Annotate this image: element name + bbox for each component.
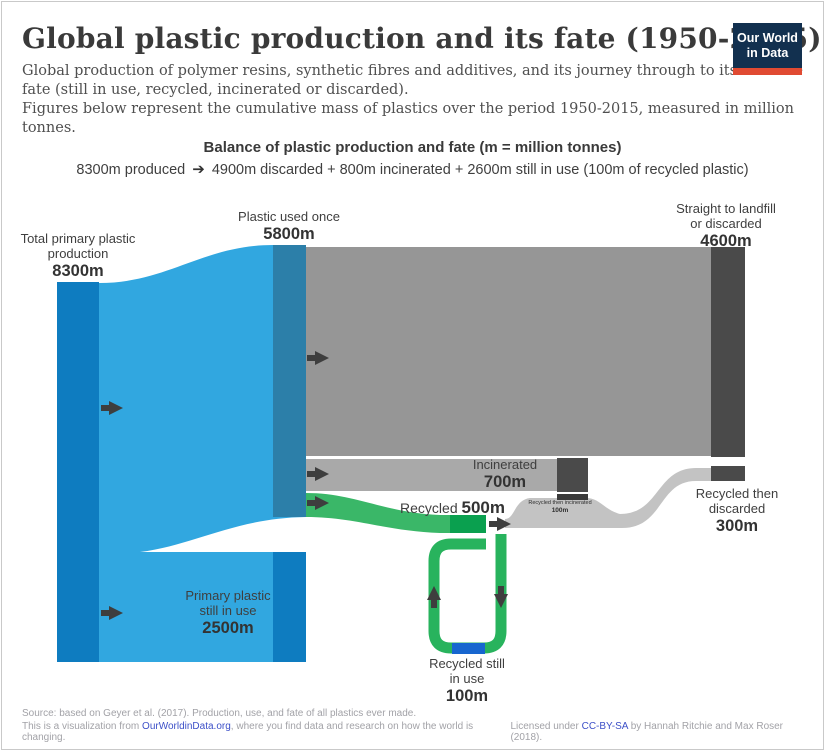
owid-logo-bar [733, 68, 802, 75]
label-value: 5800m [263, 225, 315, 243]
flow-production [99, 245, 306, 662]
label-line: production [47, 246, 109, 261]
label-line: Recycled then [695, 486, 779, 501]
label-line: or discarded [690, 216, 762, 231]
label-recycled-then-discarded: Recycled then discarded 300m [667, 486, 807, 536]
flow-recycled-then [505, 468, 711, 528]
node-recycled [450, 515, 486, 533]
node-recycled-then-discarded [711, 466, 745, 481]
label-total-production: Total primary plastic production 8300m [8, 231, 148, 281]
node-landfill [711, 247, 745, 457]
node-total-production [57, 282, 99, 662]
node-plastic-used-once [273, 245, 306, 517]
label-landfill: Straight to landfill or discarded 4600m [656, 201, 796, 251]
owid-logo-box: Our World in Data [733, 23, 802, 68]
node-incinerated [557, 458, 588, 492]
flow-discarded [306, 247, 711, 456]
subtitle-line: fate (still in use, recycled, incinerate… [22, 82, 409, 98]
footer-text: Licensed under [510, 721, 582, 732]
label-line: Straight to landfill [676, 201, 776, 216]
owid-logo-line1: Our World [737, 30, 798, 45]
label-value: 500m [461, 498, 505, 517]
label-line: discarded [708, 501, 766, 516]
owid-logo: Our World in Data [733, 23, 802, 75]
subtitle-line: Figures below represent the cumulative m… [22, 101, 794, 136]
node-recycled-then-incinerated [557, 494, 588, 500]
label-line: Plastic used once [238, 209, 340, 224]
label-value: 100m [551, 507, 569, 514]
flow-incinerated [306, 459, 557, 491]
label-value: 300m [715, 517, 759, 535]
balance-fate: 4900m discarded + 800m incinerated + 260… [211, 162, 749, 178]
label-incinerated: Incinerated 700m [455, 457, 555, 492]
arrow-right-icon: ➔ [192, 161, 205, 178]
footer-license: Licensed under CC-BY-SA by Hannah Ritchi… [510, 721, 812, 743]
label-value: 100m [445, 687, 489, 705]
footer-credits: This is a visualization from OurWorldinD… [22, 721, 812, 743]
footer-text: This is a visualization from [22, 721, 143, 732]
label-value: 700m [483, 473, 527, 491]
label-value: 2500m [202, 619, 254, 637]
label-still-in-use: Primary plastic still in use 2500m [158, 588, 298, 638]
label-line: still in use [199, 603, 257, 618]
label-recycled-then-incinerated: Recycled then incinerated 100m [510, 500, 610, 515]
label-line: Primary plastic [185, 588, 271, 603]
label-value: 8300m [52, 262, 104, 280]
footer-text: , where you find data and research on ho… [22, 721, 474, 743]
flow-recycled [306, 493, 450, 533]
label-line: Total primary plastic [20, 231, 136, 246]
balance-equation: 8300m produced ➔ 4900m discarded + 800m in… [0, 160, 825, 178]
label-line: Recycled then incinerated [528, 500, 592, 506]
license-link[interactable]: CC-BY-SA [581, 721, 628, 732]
flow-split-gap [140, 517, 306, 552]
label-used-once: Plastic used once 5800m [219, 209, 359, 244]
page-title: Global plastic production and its fate (… [22, 22, 822, 55]
chart-subtitle: Global production of polymer resins, syn… [22, 62, 825, 138]
balance-heading: Balance of plastic production and fate (… [203, 139, 622, 156]
label-recycled-still-in-use: Recycled still in use 100m [397, 656, 537, 706]
label-line: Recycled still [429, 656, 505, 671]
label-line: Recycled [400, 500, 458, 516]
label-line: in use [449, 671, 485, 686]
node-recycled-still-in-use [452, 643, 485, 654]
footer-viz: This is a visualization from OurWorldinD… [22, 721, 510, 743]
owid-logo-line2: in Data [746, 45, 789, 60]
owid-link[interactable]: OurWorldinData.org [142, 721, 231, 732]
flow-recycle-loop [428, 534, 507, 654]
subtitle-line: Global production of polymer resins, syn… [22, 63, 803, 79]
footer-text: by Hannah Ritchie and Max Roser (2018). [510, 721, 784, 743]
node-still-in-use [273, 552, 306, 662]
label-recycled: Recycled 500m [355, 498, 505, 518]
balance-produced: 8300m produced [76, 162, 186, 178]
label-value: 4600m [700, 232, 752, 250]
footer-source: Source: based on Geyer et al. (2017). Pr… [22, 708, 417, 719]
label-line: Incinerated [472, 457, 538, 472]
